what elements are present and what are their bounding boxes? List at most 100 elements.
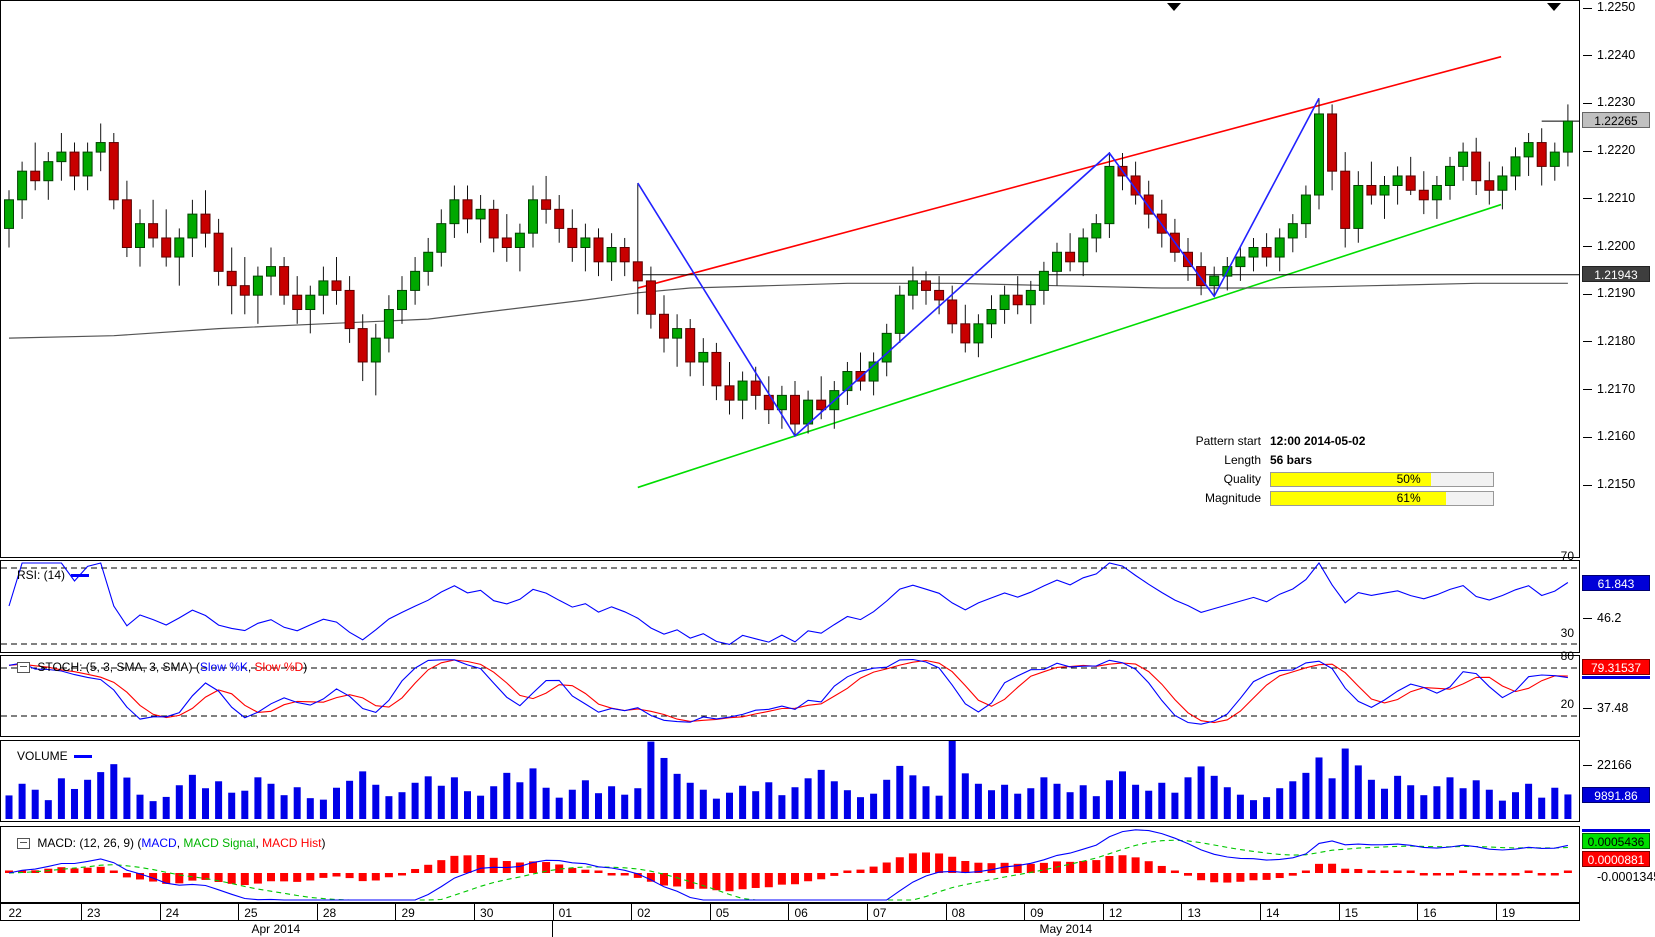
price-axis-tick-label: 1.2170 bbox=[1597, 381, 1636, 396]
macd-histogram-bar bbox=[149, 873, 158, 882]
magnitude-percent: 61% bbox=[1396, 490, 1421, 505]
candle bbox=[580, 223, 591, 272]
volume-bar bbox=[922, 786, 930, 819]
magnitude-progress-fill bbox=[1271, 491, 1447, 505]
rsi-panel[interactable]: RSI: (14) bbox=[0, 560, 1580, 653]
macd-histogram-bar bbox=[843, 870, 852, 873]
current-price-box: 1.22265 bbox=[1582, 112, 1650, 128]
macd-panel[interactable]: MACD: (12, 26, 9) (MACD, MACD Signal, MA… bbox=[0, 826, 1580, 903]
candle bbox=[292, 276, 303, 324]
candle bbox=[17, 161, 28, 219]
volume-value-box: 9891.86 bbox=[1582, 787, 1650, 803]
macd-histogram-bar bbox=[1236, 873, 1245, 882]
candle bbox=[907, 266, 918, 310]
x-axis-day-label: 16 bbox=[1423, 906, 1437, 920]
macd-histogram-bar bbox=[1380, 870, 1389, 873]
candle bbox=[1523, 133, 1534, 176]
macd-histogram-bar bbox=[1184, 873, 1192, 876]
macd-signal-legend: MACD Signal bbox=[183, 836, 256, 850]
x-axis-day-label: 14 bbox=[1266, 906, 1280, 920]
macd-histogram-bar bbox=[1419, 873, 1428, 876]
candle bbox=[370, 323, 381, 396]
macd-histogram-bar bbox=[856, 869, 865, 873]
candle bbox=[659, 295, 669, 353]
volume-bar bbox=[935, 795, 943, 819]
macd-histogram-bar bbox=[830, 873, 839, 876]
macd-histogram-bar bbox=[581, 869, 590, 873]
level-price-box: 1.21943 bbox=[1582, 266, 1650, 282]
volume-bar bbox=[1263, 797, 1271, 819]
candle bbox=[305, 285, 316, 334]
price-axis-tick-label: 1.2150 bbox=[1597, 477, 1636, 491]
candle bbox=[1340, 152, 1351, 248]
volume-bar bbox=[1328, 778, 1336, 819]
volume-bar bbox=[437, 785, 445, 819]
stoch-legend-close: ) bbox=[303, 660, 308, 674]
macd-histogram-bar bbox=[1472, 873, 1481, 876]
macd-histogram-bar bbox=[922, 852, 930, 873]
price-axis-tick-label: 1.2160 bbox=[1597, 429, 1636, 444]
macd-histogram-bar bbox=[1367, 870, 1376, 873]
macd-histogram-bar bbox=[57, 867, 66, 873]
macd-legend-sep2: , bbox=[255, 836, 263, 850]
volume-bar bbox=[31, 789, 39, 819]
candle bbox=[1300, 185, 1311, 238]
macd-histogram-bar bbox=[1550, 873, 1559, 876]
candle bbox=[1012, 276, 1023, 315]
stoch-collapse-icon[interactable] bbox=[17, 662, 30, 674]
candle bbox=[790, 381, 800, 436]
candle bbox=[226, 247, 237, 315]
macd-histogram-bar bbox=[542, 862, 551, 873]
volume-bar bbox=[1472, 780, 1480, 819]
volume-bar bbox=[1276, 788, 1284, 819]
volume-bar bbox=[241, 790, 249, 819]
volume-bar bbox=[568, 789, 576, 819]
macd-histogram-bar bbox=[1249, 873, 1258, 881]
macd-histogram-layer bbox=[5, 852, 1572, 892]
candle bbox=[1392, 166, 1403, 205]
x-axis-tick-mark bbox=[238, 904, 240, 920]
stochastic-chart-canvas[interactable] bbox=[1, 656, 1579, 736]
volume-bar bbox=[883, 779, 891, 819]
volume-bar bbox=[791, 787, 799, 819]
candle bbox=[82, 142, 93, 191]
candle bbox=[541, 175, 552, 224]
x-axis-tick-mark bbox=[631, 904, 633, 920]
volume-chart-canvas[interactable] bbox=[1, 741, 1579, 821]
x-axis-day-label: 30 bbox=[480, 906, 494, 920]
volume-bar bbox=[1289, 781, 1297, 819]
volume-bar bbox=[529, 768, 537, 819]
macd-histogram-bar bbox=[96, 866, 105, 873]
macd-histogram-bar bbox=[594, 870, 603, 873]
macd-chart-canvas[interactable] bbox=[1, 827, 1579, 902]
volume-bar bbox=[1250, 800, 1257, 819]
macd-histogram-bar bbox=[751, 873, 760, 888]
volume-panel[interactable]: VOLUME bbox=[0, 740, 1580, 822]
macd-histogram-bar bbox=[1328, 863, 1337, 873]
main-price-panel[interactable] bbox=[0, 0, 1580, 558]
macd-histogram-bar bbox=[1105, 856, 1114, 873]
candle bbox=[344, 276, 355, 343]
candle bbox=[357, 314, 368, 382]
x-axis-tick-mark bbox=[1181, 904, 1183, 920]
volume-bar bbox=[267, 783, 275, 819]
candle bbox=[1209, 266, 1220, 297]
volume-bar bbox=[843, 790, 851, 819]
macd-legend-sep1: , bbox=[176, 836, 184, 850]
rsi-chart-canvas[interactable] bbox=[1, 561, 1579, 652]
volume-bar bbox=[333, 787, 340, 819]
macd-histogram-bar bbox=[515, 862, 524, 873]
stochastic-panel[interactable]: STOCH: (5, 3, SMA, 3, SMA) (Slow %K, Slo… bbox=[0, 655, 1580, 737]
candlestick-chart-canvas[interactable] bbox=[1, 1, 1579, 557]
candle bbox=[475, 195, 486, 243]
macd-histogram-bar bbox=[633, 873, 642, 878]
x-axis-tick-mark bbox=[81, 904, 83, 920]
volume-bar bbox=[752, 791, 760, 819]
candle bbox=[672, 314, 683, 367]
macd-histogram-bar bbox=[725, 873, 734, 892]
macd-collapse-icon[interactable] bbox=[17, 838, 30, 850]
x-axis-day-row[interactable]: 22 23 24 25 28 29 30 01 02 05 06 07 08 09 12 13 14 15 16 19 bbox=[0, 903, 1580, 921]
stoch-legend-open: ( bbox=[195, 660, 200, 674]
candle bbox=[1143, 180, 1154, 229]
